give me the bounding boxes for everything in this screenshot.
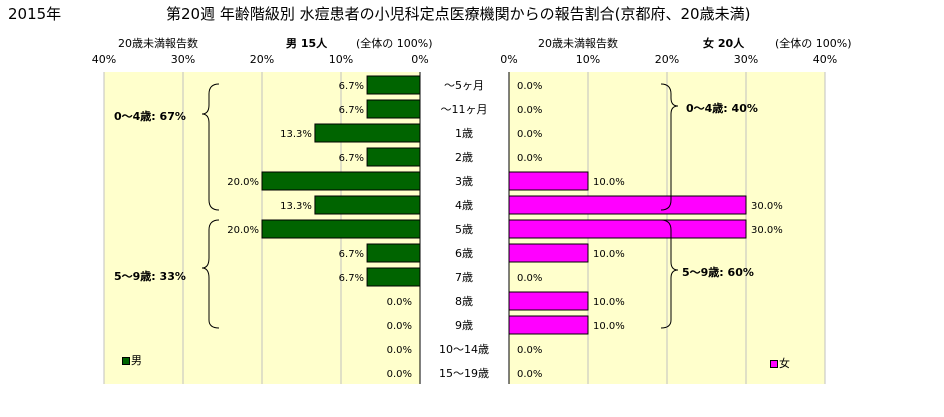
male-value-label: 0.0%: [387, 321, 412, 332]
male-x-tick-label: 20%: [250, 53, 274, 66]
female-value-label: 0.0%: [517, 153, 542, 164]
male-group-0-4: 0～4歳: 67%: [114, 110, 186, 123]
male-bar: [366, 243, 421, 263]
category-label: 10～14歳: [439, 343, 489, 356]
female-bar: [508, 171, 589, 191]
female-group-0-4: 0～4歳: 40%: [686, 102, 758, 115]
male-brace-5-9: [201, 219, 220, 329]
female-summary: 女 20人: [703, 37, 745, 50]
male-brace-0-4: [201, 83, 220, 211]
female-bar: [508, 243, 589, 263]
female-value-label: 30.0%: [751, 225, 783, 236]
female-legend: 女: [770, 355, 790, 371]
male-bar: [366, 75, 421, 95]
chart-title: 第20週 年齢階級別 水痘患者の小児科定点医療機関からの報告割合(京都府、20歳…: [166, 5, 751, 23]
female-legend-label: 女: [779, 357, 790, 370]
category-label: 7歳: [455, 271, 473, 284]
female-bar: [508, 219, 747, 239]
male-x-tick-label: 30%: [171, 53, 195, 66]
category-label: 4歳: [455, 199, 473, 212]
male-bar: [261, 171, 421, 191]
male-summary: 男 15人: [286, 37, 328, 50]
male-value-label: 0.0%: [387, 345, 412, 356]
male-bar: [366, 99, 421, 119]
female-x-tick-label: 20%: [655, 53, 679, 66]
male-legend-label: 男: [131, 354, 142, 367]
female-axis-title: 20歳未満報告数: [538, 37, 618, 50]
male-value-label: 20.0%: [227, 177, 259, 188]
category-label: 3歳: [455, 175, 473, 188]
category-label: ～5ヶ月: [444, 79, 484, 92]
male-bar: [314, 123, 421, 143]
female-brace-5-9: [660, 219, 679, 329]
female-brace-0-4: [660, 83, 679, 211]
male-value-label: 20.0%: [227, 225, 259, 236]
female-value-label: 10.0%: [593, 321, 625, 332]
female-value-label: 0.0%: [517, 345, 542, 356]
female-summary-note: (全体の 100%): [775, 37, 852, 50]
male-bar: [366, 147, 421, 167]
female-value-label: 0.0%: [517, 81, 542, 92]
female-bar: [508, 315, 589, 335]
category-label: 15～19歳: [439, 367, 489, 380]
male-axis-title: 20歳未満報告数: [118, 37, 198, 50]
year-label: 2015年: [8, 5, 62, 23]
male-value-label: 6.7%: [339, 153, 364, 164]
male-value-label: 13.3%: [280, 201, 312, 212]
female-bar: [508, 291, 589, 311]
female-value-label: 10.0%: [593, 249, 625, 260]
category-label: 9歳: [455, 319, 473, 332]
female-value-label: 0.0%: [517, 369, 542, 380]
male-value-label: 6.7%: [339, 81, 364, 92]
category-label: 8歳: [455, 295, 473, 308]
category-label: 1歳: [455, 127, 473, 140]
female-value-label: 10.0%: [593, 177, 625, 188]
male-value-label: 6.7%: [339, 273, 364, 284]
female-value-label: 10.0%: [593, 297, 625, 308]
female-value-label: 0.0%: [517, 105, 542, 116]
female-value-label: 0.0%: [517, 129, 542, 140]
female-x-tick-label: 30%: [734, 53, 758, 66]
male-bar: [261, 219, 421, 239]
female-bar: [508, 195, 747, 215]
female-x-tick-label: 10%: [576, 53, 600, 66]
male-bar: [314, 195, 421, 215]
category-label: 2歳: [455, 151, 473, 164]
female-x-tick-label: 0%: [500, 53, 517, 66]
category-label: 5歳: [455, 223, 473, 236]
male-x-tick-label: 10%: [329, 53, 353, 66]
male-value-label: 0.0%: [387, 369, 412, 380]
male-value-label: 13.3%: [280, 129, 312, 140]
male-bar: [366, 267, 421, 287]
male-value-label: 0.0%: [387, 297, 412, 308]
female-value-label: 30.0%: [751, 201, 783, 212]
category-label: ～11ヶ月: [441, 103, 488, 116]
female-group-5-9: 5～9歳: 60%: [682, 266, 754, 279]
female-x-tick-label: 40%: [813, 53, 837, 66]
male-x-tick-label: 40%: [92, 53, 116, 66]
male-legend-swatch: [122, 357, 130, 365]
male-group-5-9: 5～9歳: 33%: [114, 270, 186, 283]
female-value-label: 0.0%: [517, 273, 542, 284]
male-value-label: 6.7%: [339, 105, 364, 116]
male-x-tick-label: 0%: [411, 53, 428, 66]
male-value-label: 6.7%: [339, 249, 364, 260]
female-legend-swatch: [770, 360, 778, 368]
category-label: 6歳: [455, 247, 473, 260]
male-legend: 男: [122, 352, 142, 368]
male-summary-note: (全体の 100%): [356, 37, 433, 50]
